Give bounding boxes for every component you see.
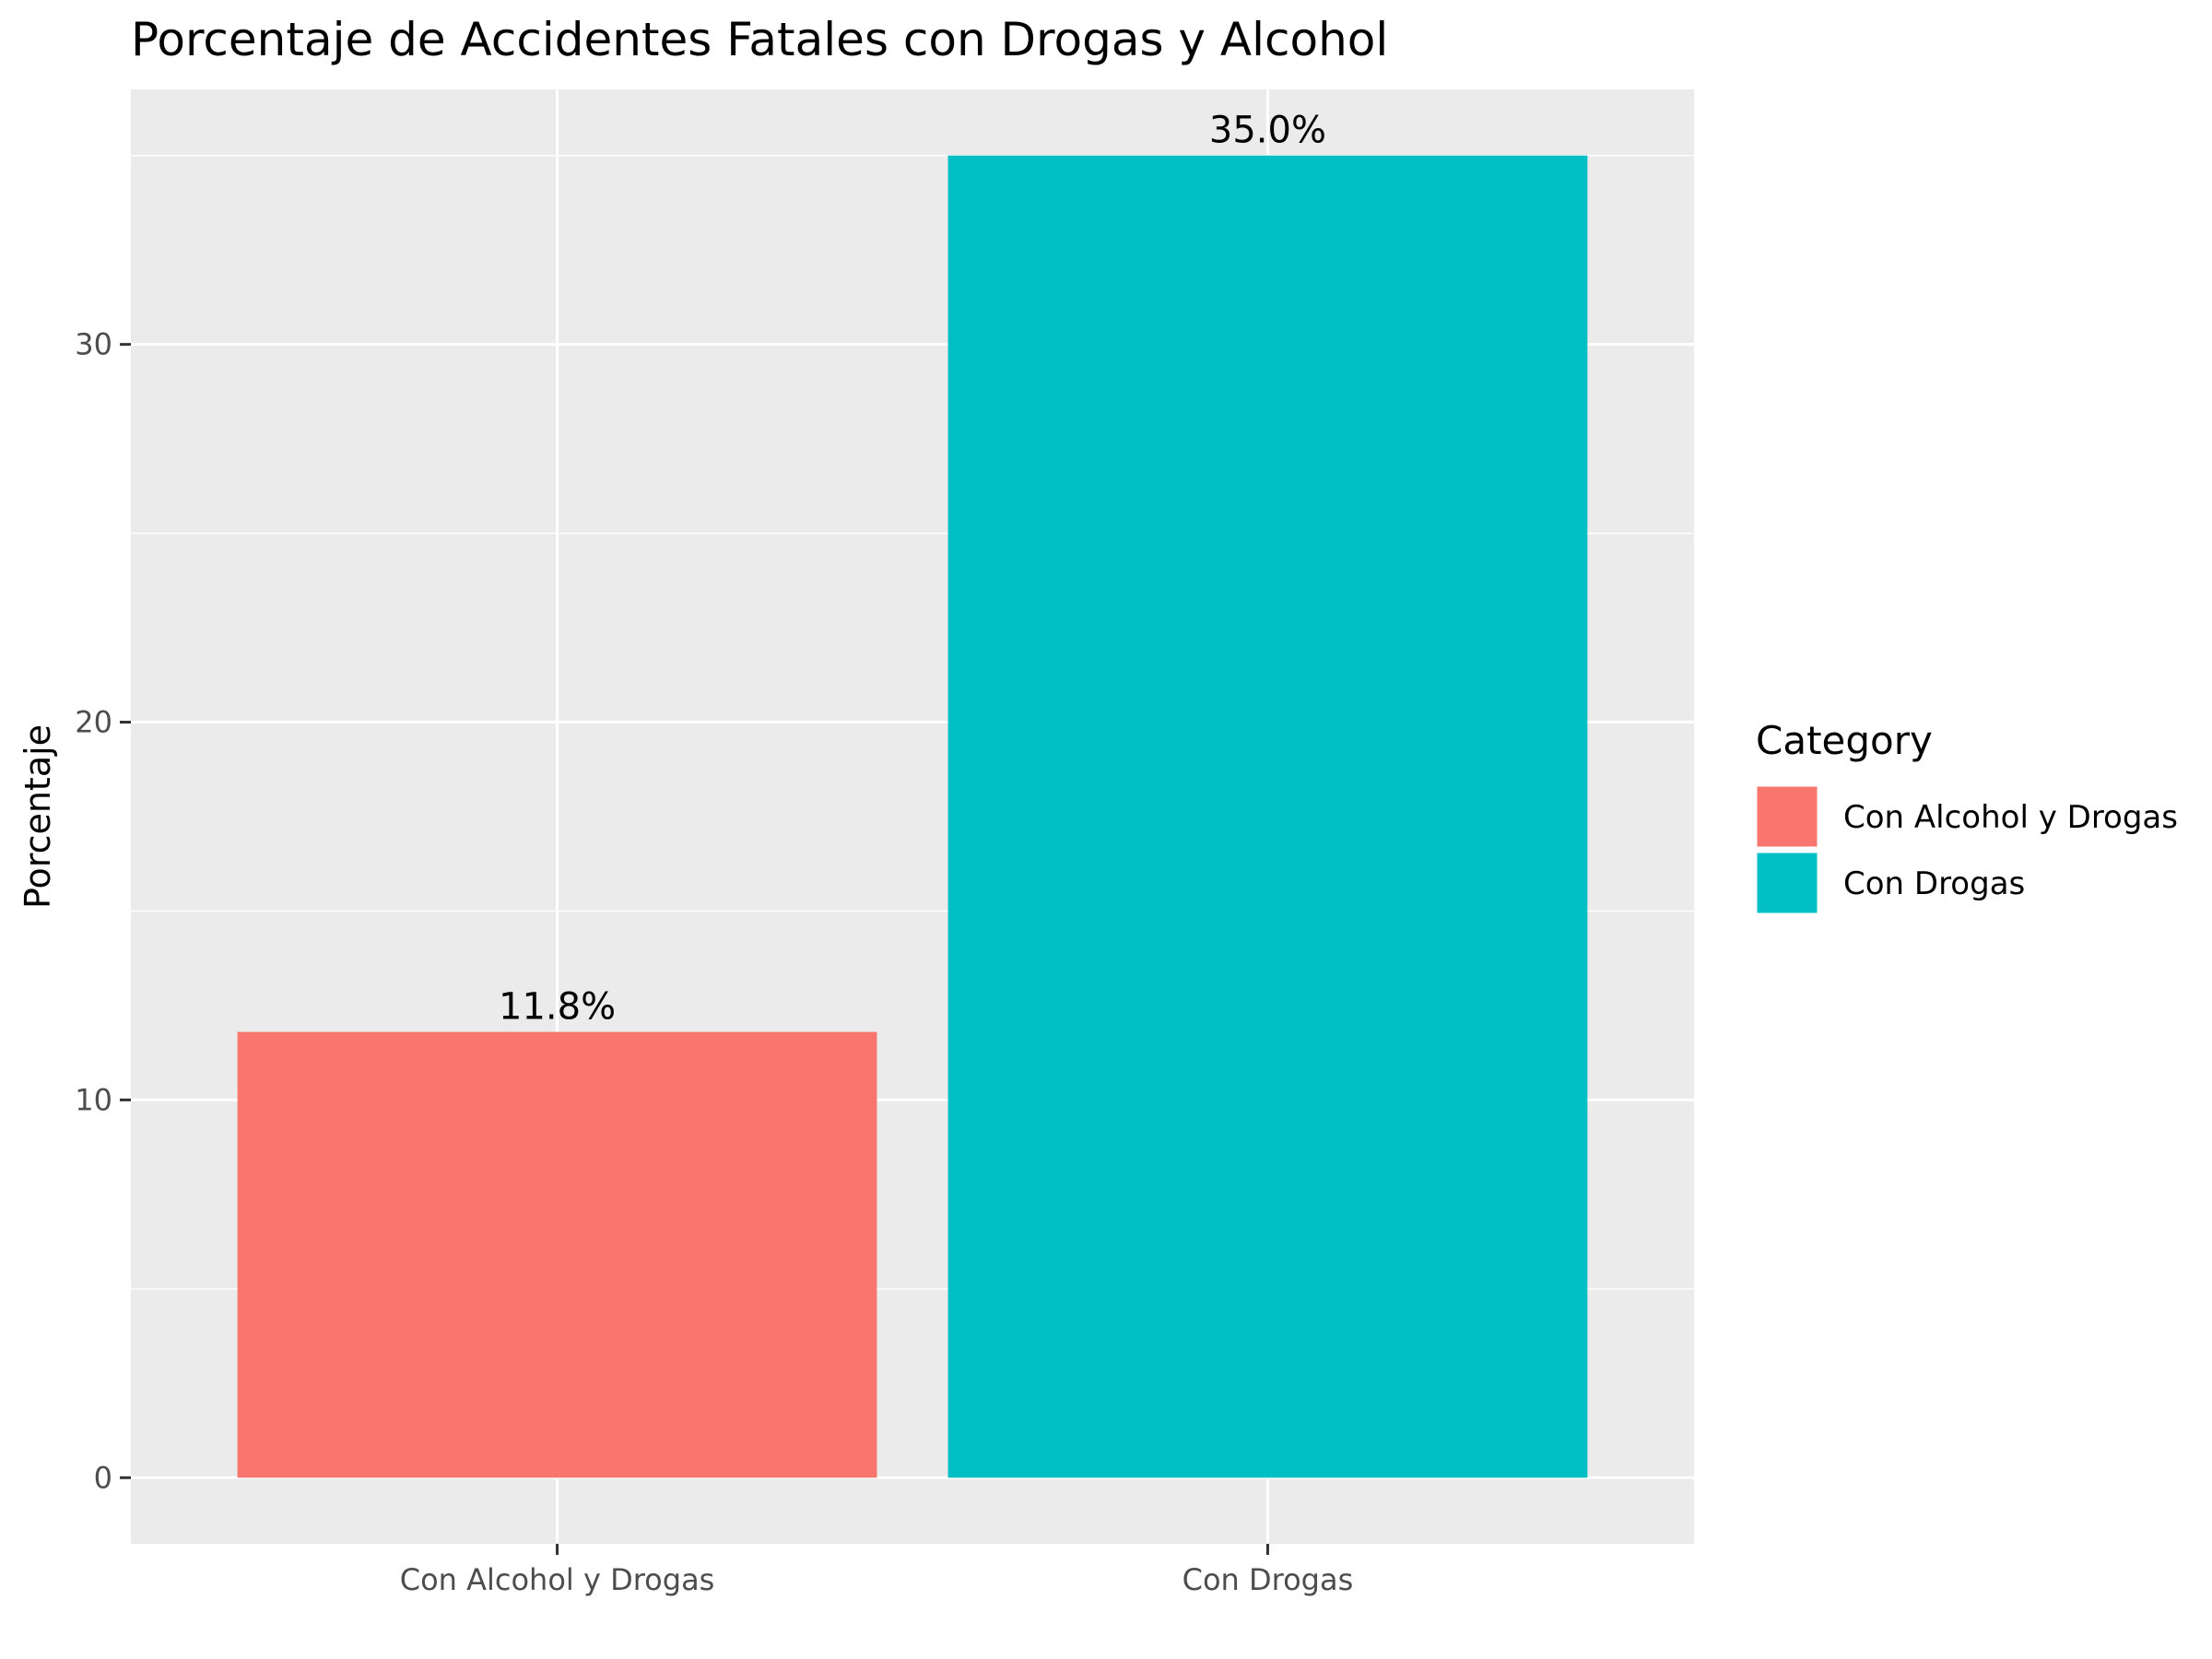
x-axis: Con Alcohol y Drogas Con Drogas	[400, 1544, 1354, 1597]
y-tick-label: 0	[94, 1460, 112, 1495]
legend: Category Con Alcohol y Drogas Con Drogas	[1754, 718, 2178, 916]
legend-entry-label: Con Drogas	[1843, 865, 2025, 902]
y-tick-label: 30	[75, 327, 112, 362]
bar	[947, 155, 1588, 1478]
chart-title: Porcentaje de Accidentes Fatales con Dro…	[131, 13, 1388, 66]
legend-title: Category	[1756, 718, 1933, 763]
y-tick-label: 20	[75, 705, 112, 740]
data-label: 35.0%	[1209, 110, 1326, 152]
data-labels: 11.8% 35.0%	[499, 110, 1326, 1029]
bars	[237, 155, 1588, 1478]
legend-key	[1754, 783, 1820, 850]
y-axis-title: Porcentaje	[18, 724, 58, 909]
legend-entry-label: Con Alcohol y Drogas	[1843, 799, 2178, 836]
legend-key	[1754, 850, 1820, 916]
y-tick-label: 10	[75, 1082, 112, 1117]
data-label: 11.8%	[499, 986, 616, 1029]
x-tick-label: Con Drogas	[1182, 1562, 1354, 1597]
bar	[237, 1031, 877, 1478]
x-tick-label: Con Alcohol y Drogas	[400, 1562, 715, 1597]
y-axis: 0 10 20 30	[75, 327, 131, 1495]
